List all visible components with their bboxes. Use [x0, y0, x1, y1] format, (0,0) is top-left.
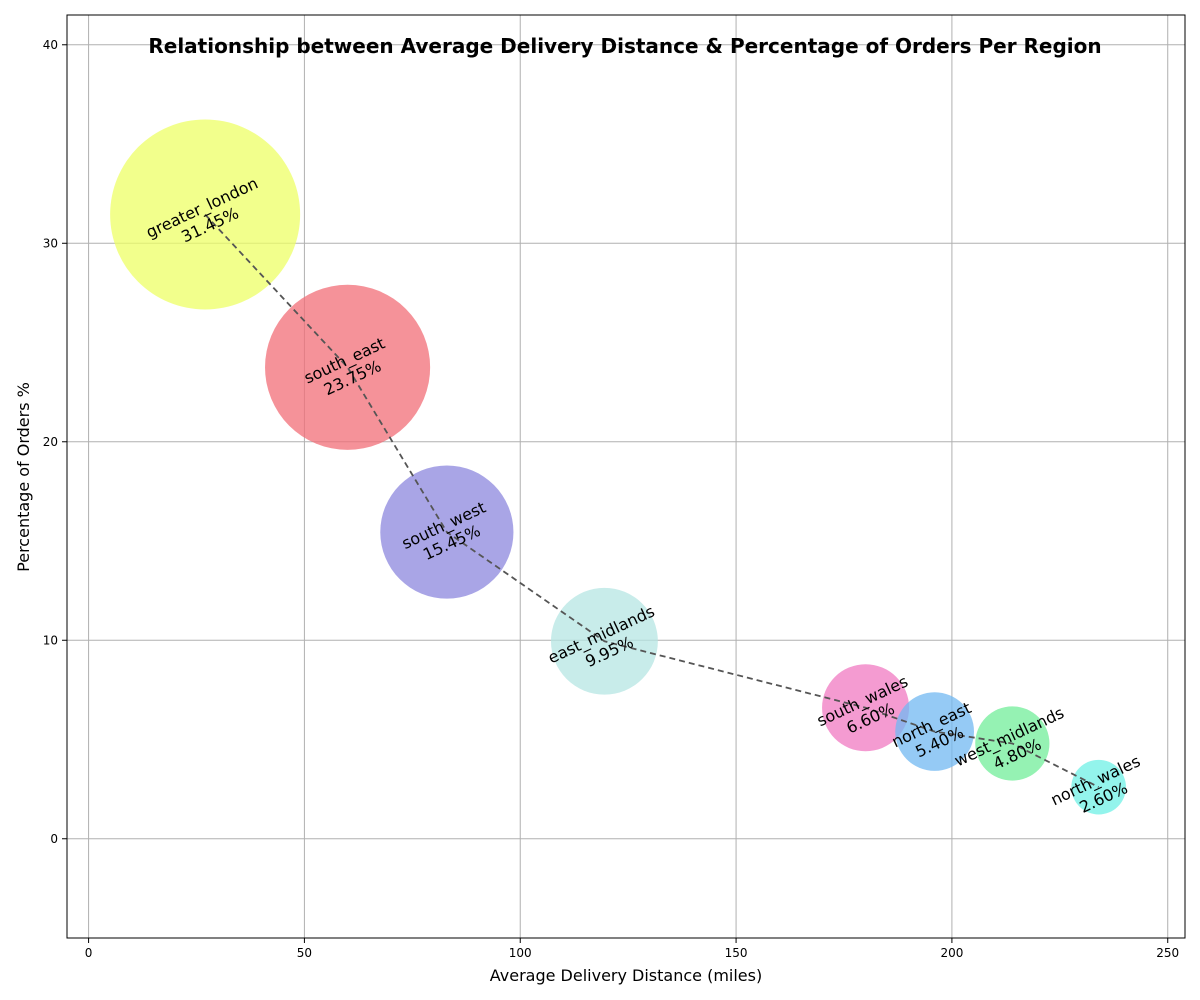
y-tick-label: 30: [43, 236, 58, 250]
x-tick-label: 0: [85, 946, 93, 960]
x-axis-title: Average Delivery Distance (miles): [490, 966, 762, 985]
y-tick-label: 0: [50, 832, 58, 846]
y-tick-label: 10: [43, 633, 58, 647]
x-tick-label: 50: [297, 946, 312, 960]
y-tick-label: 20: [43, 435, 58, 449]
chart-title: Relationship between Average Delivery Di…: [148, 34, 1101, 58]
bubble-south_east: [265, 284, 431, 450]
plot-frame: [66, 14, 1186, 939]
x-tick-label: 200: [940, 946, 963, 960]
x-tick-label: 100: [509, 946, 532, 960]
y-tick-label: 40: [43, 38, 58, 52]
x-tick-label: 250: [1156, 946, 1179, 960]
connecting-line: [204, 213, 1100, 788]
y-axis-title: Percentage of Orders %: [14, 382, 33, 572]
x-tick-label: 150: [725, 946, 748, 960]
